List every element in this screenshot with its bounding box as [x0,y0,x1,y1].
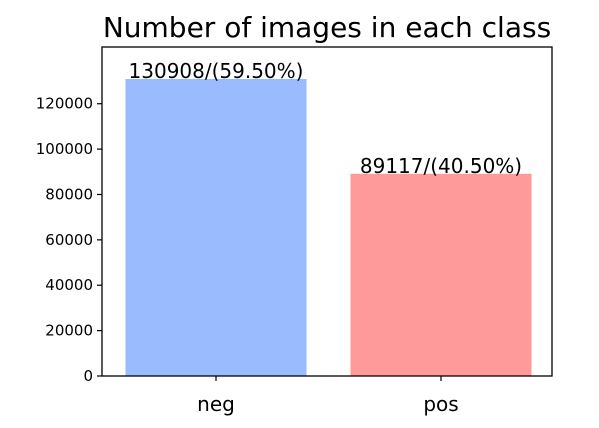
x-axis: neg pos [197,376,459,416]
x-tick-label-neg: neg [197,392,235,416]
bars [125,78,532,377]
y-tick-label: 20000 [45,322,93,340]
y-tick-label: 0 [83,367,93,385]
data-label-pos: 89117/(40.50%) [360,154,522,178]
data-label-neg: 130908/(59.50%) [129,59,304,83]
x-tick-label-pos: pos [423,392,458,416]
y-tick-label: 60000 [45,231,93,249]
y-tick-label: 40000 [45,276,93,294]
chart-title: Number of images in each class [103,11,551,44]
y-tick-label: 80000 [45,185,93,203]
plot-frame [101,46,553,377]
data-labels: 130908/(59.50%) 89117/(40.50%) [129,59,523,178]
y-tick-label: 100000 [36,140,93,158]
bar-pos [350,173,532,376]
bar-neg [125,78,307,377]
y-axis: 0 20000 40000 60000 80000 100000 120000 [36,95,102,385]
y-tick-label: 120000 [36,95,93,113]
